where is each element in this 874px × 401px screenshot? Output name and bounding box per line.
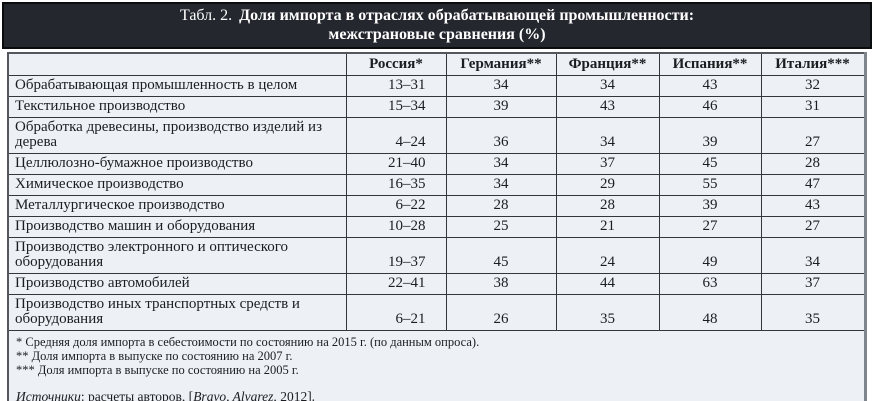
value-cell: 45 <box>445 237 557 274</box>
value-cell: 29 <box>555 174 660 196</box>
footnote-1: * Средняя доля импорта в себестоимости п… <box>16 335 480 349</box>
value-cell-russia: 22–41 <box>345 273 447 295</box>
row-label: Металлургическое производство <box>7 195 347 217</box>
value-cell-russia: 6–21 <box>345 294 447 331</box>
value-cell: 35 <box>760 294 866 331</box>
value-cell: 27 <box>760 216 866 238</box>
footnote-2: ** Доля импорта в выпуске по состоянию н… <box>16 349 293 363</box>
value-cell: 28 <box>445 195 557 217</box>
table-row: Целлюлозно-бумажное производство 21–40 34 3… <box>7 153 866 175</box>
value-cell: 26 <box>445 294 557 331</box>
value-cell: 39 <box>658 117 762 154</box>
value-cell: 32 <box>760 75 866 97</box>
column-header-germany: Германия** <box>445 52 557 76</box>
value-cell: 43 <box>658 75 762 97</box>
value-cell: 28 <box>760 153 866 175</box>
value-cell: 28 <box>555 195 660 217</box>
footnote-3: *** Доля импорта в выпуске по состоянию … <box>16 363 299 377</box>
value-cell: 37 <box>760 273 866 295</box>
value-cell: 24 <box>555 237 660 274</box>
value-cell-russia: 19–37 <box>345 237 447 274</box>
row-label: Обработка древесины, производство издели… <box>7 117 347 154</box>
value-cell: 37 <box>555 153 660 175</box>
row-label: Текстильное производство <box>7 96 347 118</box>
value-cell: 45 <box>658 153 762 175</box>
value-cell: 49 <box>658 237 762 274</box>
table-row: Производство машин и оборудования 10–28 25… <box>7 216 866 238</box>
row-label: Производство электронного и оптического … <box>7 237 347 274</box>
value-cell: 39 <box>445 96 557 118</box>
row-label: Обрабатывающая промышленность в целом <box>7 75 347 97</box>
value-cell: 47 <box>760 174 866 196</box>
table-row: Обрабатывающая промышленность в целом 13–… <box>7 75 866 97</box>
table-row: Производство электронного и оптического … <box>7 237 866 274</box>
table-row: Производство иных транспортных средств и… <box>7 294 866 331</box>
table-title-line1: Табл. 2. Доля импорта в отраслях обрабаты… <box>4 6 870 25</box>
table-body: Обрабатывающая промышленность в целом 13–… <box>7 75 866 331</box>
value-cell-russia: 21–40 <box>345 153 447 175</box>
table-row: Текстильное производство 15–34 39 43 46 31 <box>7 96 866 118</box>
sources-line: Источники: расчеты авторов, [Bravo, Alva… <box>16 390 856 401</box>
value-cell: 34 <box>760 237 866 274</box>
table-row: Химическое производство 16–35 34 29 55 47 <box>7 174 866 196</box>
value-cell-russia: 16–35 <box>345 174 447 196</box>
row-label: Производство автомобилей <box>7 273 347 295</box>
table-title-text: Доля импорта в отраслях обрабатывающей п… <box>239 7 695 24</box>
value-cell: 63 <box>658 273 762 295</box>
value-cell: 25 <box>445 216 557 238</box>
value-cell: 48 <box>658 294 762 331</box>
value-cell: 36 <box>445 117 557 154</box>
row-label: Производство иных транспортных средств и… <box>7 294 347 331</box>
value-cell: 39 <box>658 195 762 217</box>
value-cell-russia: 6–22 <box>345 195 447 217</box>
row-label: Производство машин и оборудования <box>7 216 347 238</box>
table-title-band: Табл. 2. Доля импорта в отраслях обрабаты… <box>2 2 872 49</box>
row-label: Химическое производство <box>7 174 347 196</box>
table-number: Табл. 2. <box>179 7 233 24</box>
value-cell: 38 <box>445 273 557 295</box>
value-cell-russia: 4–24 <box>345 117 447 154</box>
value-cell: 34 <box>555 75 660 97</box>
import-share-table: Россия* Германия** Франция** Испания** И… <box>7 52 867 401</box>
sources-tail-text: 2012]. <box>276 389 316 401</box>
column-header-russia: Россия* <box>345 52 447 76</box>
value-cell: 43 <box>760 195 866 217</box>
footnote-row: * Средняя доля импорта в себестоимости п… <box>7 330 866 401</box>
value-cell: 34 <box>445 75 557 97</box>
row-label: Целлюлозно-бумажное производство <box>7 153 347 175</box>
sources-label: Источники <box>16 389 81 401</box>
value-cell-russia: 13–31 <box>345 75 447 97</box>
footnote-cell: * Средняя доля импорта в себестоимости п… <box>7 330 866 401</box>
table-row: Обработка древесины, производство издели… <box>7 117 866 154</box>
value-cell: 27 <box>658 216 762 238</box>
value-cell: 27 <box>760 117 866 154</box>
column-header-france: Франция** <box>555 52 660 76</box>
column-header-spain: Испания** <box>658 52 762 76</box>
value-cell: 44 <box>555 273 660 295</box>
value-cell-russia: 15–34 <box>345 96 447 118</box>
sources-authors: Bravo, Alvarez, <box>193 389 277 401</box>
value-cell: 21 <box>555 216 660 238</box>
table-row: Металлургическое производство 6–22 28 28 39 4… <box>7 195 866 217</box>
value-cell: 46 <box>658 96 762 118</box>
column-header-italy: Италия*** <box>760 52 866 76</box>
value-cell: 35 <box>555 294 660 331</box>
sources-mid-text: : расчеты авторов, [ <box>80 389 194 401</box>
column-header-row: Россия* Германия** Франция** Испания** И… <box>7 52 866 76</box>
value-cell: 34 <box>445 174 557 196</box>
value-cell: 34 <box>555 117 660 154</box>
value-cell: 34 <box>445 153 557 175</box>
value-cell: 31 <box>760 96 866 118</box>
table-row: Производство автомобилей 22–41 38 44 63 37 <box>7 273 866 295</box>
value-cell: 43 <box>555 96 660 118</box>
table-title-line2: межстрановые сравнения (%) <box>328 26 546 43</box>
row-label-header-empty <box>7 52 347 76</box>
value-cell: 55 <box>658 174 762 196</box>
value-cell-russia: 10–28 <box>345 216 447 238</box>
